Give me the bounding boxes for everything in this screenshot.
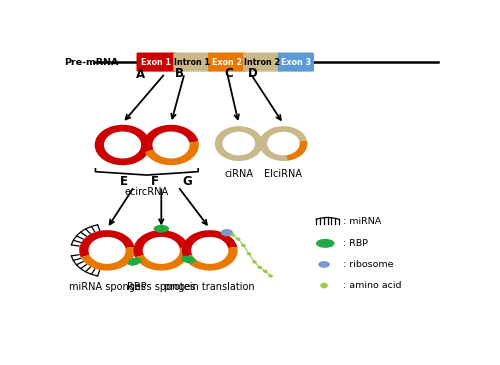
Text: ecircRNA: ecircRNA <box>124 187 169 197</box>
Wedge shape <box>81 247 135 270</box>
Text: : ribosome: : ribosome <box>344 260 394 269</box>
Ellipse shape <box>128 257 141 266</box>
FancyBboxPatch shape <box>278 53 314 72</box>
Circle shape <box>246 252 252 255</box>
Circle shape <box>241 244 246 247</box>
Text: EIciRNA: EIciRNA <box>264 169 302 179</box>
Text: RBPs sponges: RBPs sponges <box>127 283 196 292</box>
Ellipse shape <box>318 261 330 268</box>
FancyBboxPatch shape <box>208 53 246 72</box>
Text: Intron 2: Intron 2 <box>244 58 280 66</box>
Wedge shape <box>134 230 189 257</box>
Circle shape <box>236 237 240 241</box>
Text: Exon 1: Exon 1 <box>142 58 172 66</box>
Text: B: B <box>175 67 184 80</box>
Wedge shape <box>143 125 199 152</box>
Wedge shape <box>260 126 307 161</box>
Wedge shape <box>184 247 238 270</box>
Circle shape <box>320 283 328 288</box>
Wedge shape <box>145 142 199 165</box>
Text: Pre-mRNA: Pre-mRNA <box>64 58 119 66</box>
Text: ciRNA: ciRNA <box>224 169 254 179</box>
Text: C: C <box>225 67 234 80</box>
Text: G: G <box>182 175 192 188</box>
Text: Exon 3: Exon 3 <box>281 58 311 66</box>
Text: D: D <box>248 67 258 80</box>
FancyBboxPatch shape <box>136 53 176 72</box>
Text: A: A <box>136 68 144 81</box>
Text: : miRNA: : miRNA <box>344 217 382 226</box>
Text: miRNA sponges: miRNA sponges <box>68 283 146 292</box>
Circle shape <box>252 260 256 264</box>
Wedge shape <box>215 126 263 161</box>
Text: : amino acid: : amino acid <box>344 281 402 290</box>
Wedge shape <box>79 230 134 257</box>
Wedge shape <box>135 247 189 270</box>
Text: : RBP: : RBP <box>344 239 368 248</box>
FancyBboxPatch shape <box>243 53 281 72</box>
Circle shape <box>230 233 235 237</box>
Circle shape <box>258 266 262 269</box>
Ellipse shape <box>316 239 334 248</box>
Text: Intron 1: Intron 1 <box>174 58 210 66</box>
Text: protein translation: protein translation <box>164 283 255 292</box>
Circle shape <box>268 274 273 278</box>
Text: F: F <box>150 175 158 188</box>
Wedge shape <box>286 141 308 161</box>
Ellipse shape <box>154 225 169 233</box>
Text: Exon 2: Exon 2 <box>212 58 242 66</box>
Text: E: E <box>120 175 128 188</box>
Wedge shape <box>94 125 150 165</box>
Ellipse shape <box>220 229 233 236</box>
Wedge shape <box>182 230 237 257</box>
Circle shape <box>263 270 268 273</box>
Ellipse shape <box>181 255 196 264</box>
FancyBboxPatch shape <box>174 53 212 72</box>
